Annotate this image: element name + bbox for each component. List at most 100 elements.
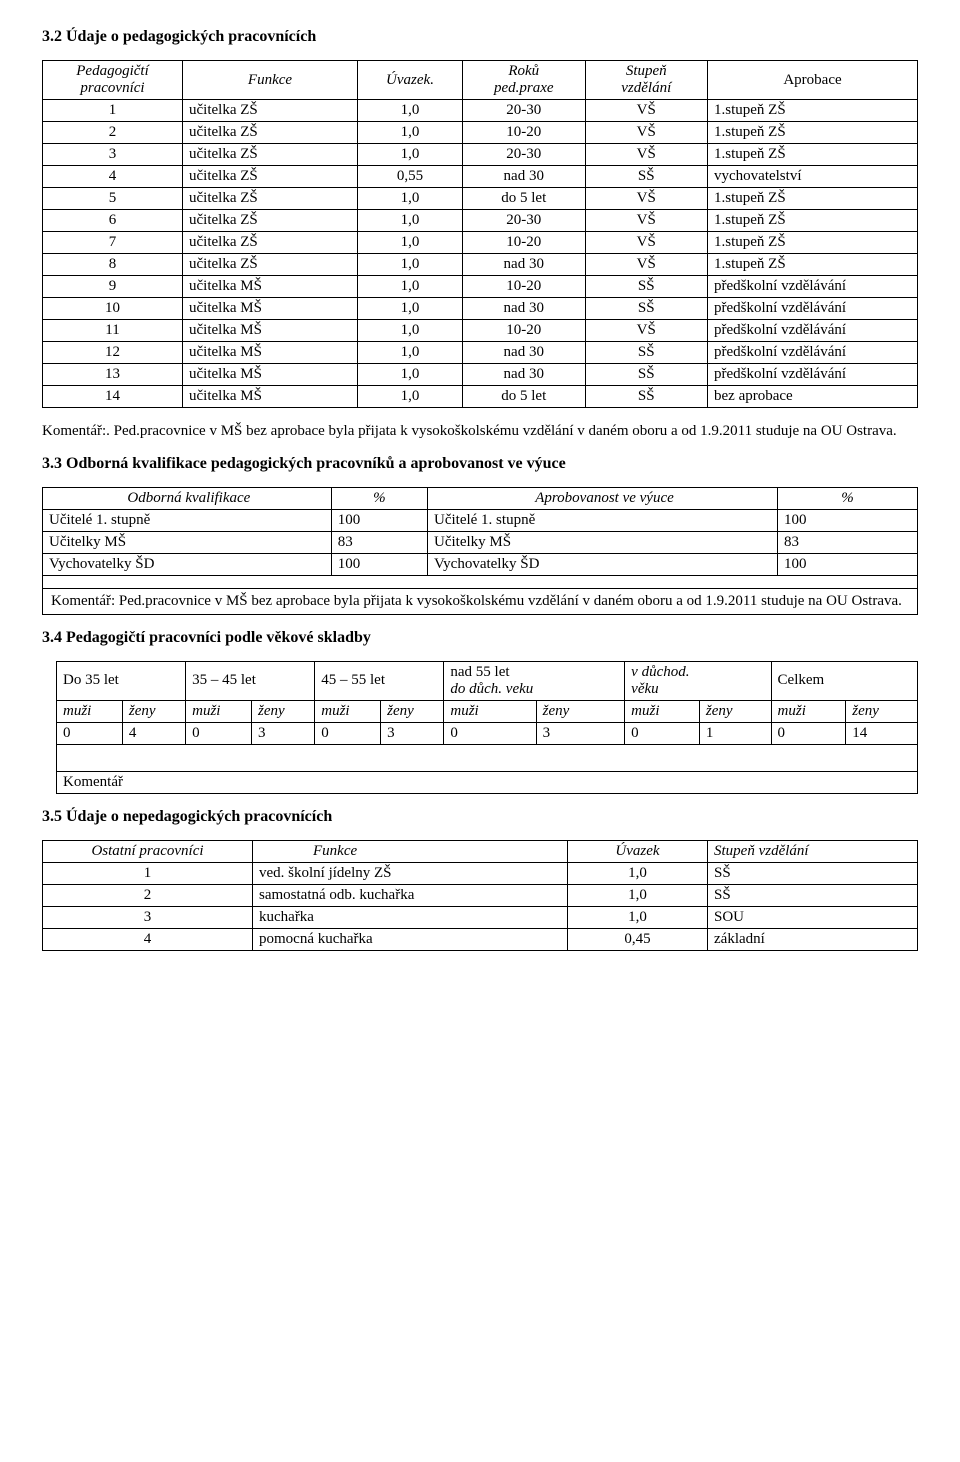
cell-pct2: 83 [778, 531, 918, 553]
col-muzi: muži [315, 700, 381, 722]
cell-aprob: předškolní vzdělávání [708, 320, 918, 342]
cell-num: 6 [43, 210, 183, 232]
t32-h1b: pracovníci [80, 80, 144, 96]
cell-pct1: 100 [331, 509, 427, 531]
t34-h5: v důchod. věku [625, 661, 771, 700]
cell-func: učitelka ZŠ [183, 188, 358, 210]
table-row: 7učitelka ZŠ1,010-20VŠ1.stupeň ZŠ [43, 232, 918, 254]
cell-count: 3 [252, 722, 315, 744]
t32-h5b: vzdělání [621, 80, 671, 96]
col-muzi: muži [771, 700, 846, 722]
col-muzi: muži [444, 700, 536, 722]
col-zeny: ženy [536, 700, 625, 722]
cell-pct1: 100 [331, 553, 427, 575]
cell-stupen: VŠ [585, 320, 708, 342]
cell-num: 1 [43, 862, 253, 884]
cell-stupen: VŠ [585, 254, 708, 276]
cell-uvazek: 1,0 [358, 144, 463, 166]
cell-roku: nad 30 [463, 364, 586, 386]
cell-uvazek: 1,0 [358, 364, 463, 386]
cell-func: učitelka MŠ [183, 320, 358, 342]
section-3-2-title: 3.2 Údaje o pedagogických pracovnících [42, 28, 918, 46]
t32-h4a: Roků [508, 63, 539, 79]
cell-count: 3 [381, 722, 444, 744]
cell-stupen: SOU [708, 906, 918, 928]
table-row: 4pomocná kuchařka0,45základní [43, 928, 918, 950]
cell-stupen: SŠ [708, 884, 918, 906]
cell-count: 0 [444, 722, 536, 744]
cell-pct1: 83 [331, 531, 427, 553]
t32-h4b: ped.praxe [494, 80, 554, 96]
cell-aprob: Vychovatelky ŠD [428, 553, 778, 575]
cell-stupen: VŠ [585, 232, 708, 254]
cell-uvazek: 0,45 [568, 928, 708, 950]
table-row: 3kuchařka1,0SOU [43, 906, 918, 928]
cell-func: učitelka ZŠ [183, 144, 358, 166]
table-row: Učitelé 1. stupně100Učitelé 1. stupně100 [43, 509, 918, 531]
cell-pct2: 100 [778, 553, 918, 575]
col-zeny: ženy [252, 700, 315, 722]
comment-3-2: Komentář:. Ped.pracovnice v MŠ bez aprob… [42, 422, 918, 441]
cell-num: 13 [43, 364, 183, 386]
cell-roku: 20-30 [463, 144, 586, 166]
cell-uvazek: 1,0 [358, 276, 463, 298]
t35-h2: Funkce [253, 840, 568, 862]
t32-h3: Úvazek. [358, 61, 463, 100]
cell-count: 0 [625, 722, 700, 744]
cell-count: 3 [536, 722, 625, 744]
cell-stupen: SŠ [585, 298, 708, 320]
comment-3-3: Komentář: Ped.pracovnice v MŠ bez aproba… [43, 588, 918, 614]
table-row: 2samostatná odb. kuchařka1,0SŠ [43, 884, 918, 906]
table-row: 14učitelka MŠ1,0do 5 letSŠbez aprobace [43, 386, 918, 408]
cell-func: učitelka ZŠ [183, 100, 358, 122]
t34-h5b: věku [631, 681, 658, 697]
cell-func: ved. školní jídelny ZŠ [253, 862, 568, 884]
t34-h5a: v důchod. [631, 664, 689, 680]
table-row: Vychovatelky ŠD100Vychovatelky ŠD100 [43, 553, 918, 575]
cell-num: 2 [43, 884, 253, 906]
cell-func: učitelka MŠ [183, 386, 358, 408]
cell-func: učitelka MŠ [183, 298, 358, 320]
cell-stupen: SŠ [585, 364, 708, 386]
cell-roku: nad 30 [463, 254, 586, 276]
cell-aprob: 1.stupeň ZŠ [708, 232, 918, 254]
cell-roku: 20-30 [463, 100, 586, 122]
t34-h4b: do důch. veku [450, 681, 533, 697]
cell-num: 4 [43, 166, 183, 188]
cell-roku: 10-20 [463, 320, 586, 342]
t34-h4a: nad 55 let [450, 664, 509, 680]
cell-num: 12 [43, 342, 183, 364]
cell-num: 4 [43, 928, 253, 950]
t33-h4: % [778, 487, 918, 509]
cell-func: učitelka MŠ [183, 342, 358, 364]
cell-kval: Učitelky MŠ [43, 531, 332, 553]
cell-num: 8 [43, 254, 183, 276]
t32-h1: Pedagogičtípracovníci [43, 61, 183, 100]
t34-h2: 35 – 45 let [186, 661, 315, 700]
cell-roku: 20-30 [463, 210, 586, 232]
cell-func: pomocná kuchařka [253, 928, 568, 950]
t35-h3: Úvazek [568, 840, 708, 862]
cell-count: 0 [771, 722, 846, 744]
cell-func: učitelka ZŠ [183, 232, 358, 254]
cell-stupen: SŠ [585, 276, 708, 298]
cell-count: 0 [315, 722, 381, 744]
cell-uvazek: 1,0 [358, 320, 463, 342]
col-zeny: ženy [122, 700, 185, 722]
cell-roku: nad 30 [463, 166, 586, 188]
cell-roku: do 5 let [463, 386, 586, 408]
col-muzi: muži [625, 700, 700, 722]
cell-func: učitelka MŠ [183, 364, 358, 386]
table-row: 11učitelka MŠ1,010-20VŠpředškolní vzdělá… [43, 320, 918, 342]
cell-func: učitelka ZŠ [183, 254, 358, 276]
col-zeny: ženy [846, 700, 918, 722]
cell-aprob: předškolní vzdělávání [708, 298, 918, 320]
cell-stupen: VŠ [585, 144, 708, 166]
table-row: 6učitelka ZŠ1,020-30VŠ1.stupeň ZŠ [43, 210, 918, 232]
cell-func: učitelka ZŠ [183, 166, 358, 188]
cell-uvazek: 0,55 [358, 166, 463, 188]
section-3-4-title: 3.4 Pedagogičtí pracovníci podle věkové … [42, 629, 918, 647]
cell-stupen: SŠ [585, 342, 708, 364]
t32-h1a: Pedagogičtí [76, 63, 148, 79]
cell-aprob: 1.stupeň ZŠ [708, 188, 918, 210]
